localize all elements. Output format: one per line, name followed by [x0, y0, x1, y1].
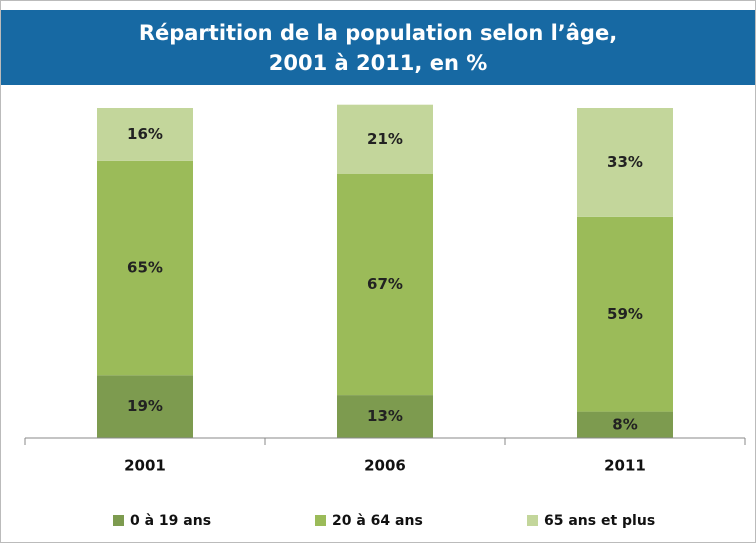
data-label: 59% — [607, 305, 643, 323]
legend-swatch — [315, 515, 326, 526]
legend-label: 0 à 19 ans — [130, 513, 211, 529]
data-label: 67% — [367, 275, 403, 293]
legend-label: 65 ans et plus — [544, 513, 655, 529]
title-band — [1, 10, 755, 85]
bar-segment — [97, 108, 193, 161]
data-label: 33% — [607, 153, 643, 171]
bar-segment — [577, 108, 673, 217]
data-label: 16% — [127, 125, 163, 143]
data-label: 21% — [367, 130, 403, 148]
data-label: 65% — [127, 259, 163, 277]
legend-swatch — [527, 515, 538, 526]
x-tick-label: 2011 — [604, 457, 646, 475]
legend-swatch — [113, 515, 124, 526]
legend-label: 20 à 64 ans — [332, 513, 423, 529]
bar-segment — [97, 375, 193, 438]
bar-segment — [337, 104, 433, 174]
data-label: 19% — [127, 397, 163, 415]
chart-title: Répartition de la population selon l’âge… — [139, 21, 617, 45]
x-tick-label: 2006 — [364, 457, 406, 475]
chart-title: 2001 à 2011, en % — [269, 51, 488, 75]
bar-segment — [577, 216, 673, 412]
data-label: 13% — [367, 407, 403, 425]
x-tick-label: 2001 — [124, 457, 166, 475]
bar-segment — [577, 411, 673, 438]
bar-segment — [337, 395, 433, 438]
bar-segment — [337, 174, 433, 396]
data-label: 8% — [612, 415, 637, 433]
bar-segment — [97, 160, 193, 376]
